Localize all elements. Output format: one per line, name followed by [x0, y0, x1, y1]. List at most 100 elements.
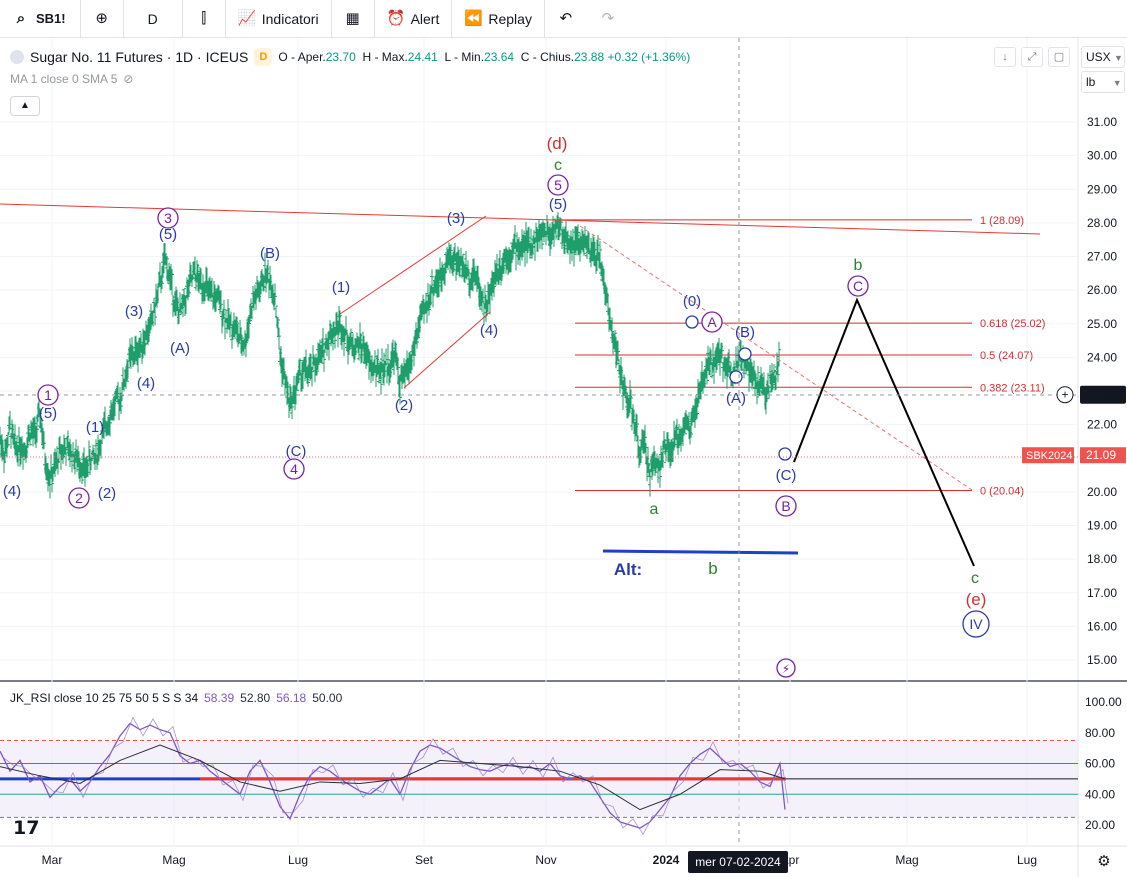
rsi-legend[interactable]: JK_RSI close 10 25 75 50 5 S S 34 58.39 … [10, 691, 342, 705]
wave-label[interactable]: C [847, 275, 869, 297]
last-price-tag[interactable] [1080, 385, 1126, 404]
contract-price-tag[interactable] [1080, 447, 1126, 464]
maximize-pane-button[interactable]: ⤢ [1021, 47, 1043, 67]
wave-label[interactable]: Alt: [614, 560, 642, 579]
rsi-axis[interactable]: 100.00 80.00 60.00 40.00 20.00 [1085, 695, 1122, 832]
wave-label[interactable]: (0) [683, 293, 701, 310]
dashed-trendline[interactable] [579, 225, 973, 491]
wave-text: 5 [554, 177, 562, 193]
event-marker[interactable] [776, 658, 796, 678]
path-node[interactable] [778, 447, 792, 461]
price-bar [126, 360, 130, 379]
wave-label[interactable]: (2) [395, 397, 413, 414]
fib-retracement[interactable]: 1 (28.09) 0.618 (25.02) 0.5 (24.07) 0.382 (… [560, 215, 1045, 498]
wave-label[interactable]: 5 [547, 174, 569, 196]
wave-label[interactable]: (3) [447, 210, 465, 227]
rsi-fast-line [2, 716, 789, 836]
wave-label[interactable]: IV [962, 610, 990, 638]
alt-support-line[interactable] [602, 549, 799, 555]
alert-label: Alert [410, 10, 440, 27]
move-down-button[interactable]: ↓ [994, 47, 1016, 67]
wave-label[interactable]: (d) [547, 134, 568, 153]
rsi-tick-label: 80.00 [1085, 726, 1115, 740]
wave-label[interactable]: (4) [3, 483, 21, 500]
wave-label[interactable]: (B) [260, 245, 280, 262]
wave-label[interactable]: 4 [283, 458, 305, 480]
channel-upper-line[interactable] [339, 215, 487, 315]
wave-label[interactable]: (C) [776, 467, 797, 484]
lightning-icon: ⚡ [782, 662, 790, 676]
wave-label[interactable]: B [775, 495, 797, 517]
wave-label[interactable]: (C) [286, 443, 307, 460]
time-tick-label: Mag [162, 853, 185, 867]
price-bar [695, 397, 699, 419]
wave-label[interactable]: (A) [726, 390, 746, 407]
unit-select[interactable]: lb ▼ [1081, 71, 1125, 93]
interval-button[interactable]: D [124, 0, 183, 38]
wave-labels[interactable]: (d)c5(5)3(5)(3)(B)(1)(3)(4)(A)(4)1(5) (2)… [3, 134, 990, 638]
price-axis[interactable]: 31.00 30.00 29.00 28.00 27.00 26.00 25.00 24.00… [1022, 115, 1126, 667]
redo-button[interactable]: ↷ [587, 0, 629, 38]
arrow-down-icon: ↓ [1002, 51, 1008, 63]
wave-label[interactable]: A [701, 311, 723, 333]
wave-label[interactable]: 3 [157, 207, 179, 229]
search-icon: ⌕ [16, 9, 26, 27]
wave-label[interactable]: (5) [159, 226, 177, 243]
wave-label[interactable]: b [854, 257, 863, 274]
plus-button[interactable] [1056, 386, 1074, 404]
price-bar [240, 334, 244, 357]
symbol-label: SB1! [36, 11, 66, 26]
ma-legend[interactable]: MA 1 close 0 SMA 5 ⊘ [10, 72, 133, 86]
wave-label[interactable]: (A) [170, 340, 190, 357]
layouts-button[interactable]: ▦ [332, 0, 375, 38]
projection-path[interactable] [793, 297, 975, 567]
rsi-pane [0, 716, 1078, 836]
price-tick-label: 16.00 [1087, 619, 1117, 633]
currency-select[interactable]: USX ▼ [1081, 46, 1125, 68]
wave-label[interactable]: (e) [966, 590, 987, 609]
eye-off-icon[interactable]: ⊘ [123, 72, 134, 86]
replay-button[interactable]: ⏪ Replay [452, 0, 545, 38]
fullscreen-button[interactable]: ▢ [1048, 47, 1070, 67]
series-title[interactable]: Sugar No. 11 Futures · 1D · ICEUS [30, 49, 249, 65]
contract-tag[interactable] [1022, 447, 1074, 464]
symbol-search[interactable]: ⌕ SB1! [0, 0, 81, 38]
wave-label[interactable]: c [554, 157, 562, 174]
wave-label[interactable]: (1) [332, 279, 350, 296]
path-node[interactable] [729, 370, 743, 384]
wave-circle [775, 495, 797, 517]
path-node[interactable] [738, 347, 752, 361]
compare-button[interactable]: ⊕ [81, 0, 124, 38]
channel-lower-line[interactable] [403, 311, 491, 389]
wave-label[interactable]: (4) [480, 322, 498, 339]
delayed-badge[interactable]: D [254, 48, 273, 66]
wave-text: (1) [332, 279, 350, 296]
wave-label[interactable]: b [708, 559, 717, 578]
price-bar [616, 340, 620, 362]
wave-label[interactable]: (1) [86, 419, 104, 436]
undo-button[interactable]: ↶ [545, 0, 587, 38]
wave-text: (1) [86, 419, 104, 436]
alert-button[interactable]: ⏰ Alert [375, 0, 453, 38]
wave-label[interactable]: 1 [37, 384, 59, 406]
wave-label[interactable]: (2) [98, 485, 116, 502]
collapse-legend-button[interactable]: ▲ [10, 96, 40, 116]
wave-label[interactable]: (3) [125, 303, 143, 320]
path-node[interactable] [685, 315, 699, 329]
gear-icon[interactable]: ⚙ [1097, 852, 1110, 870]
price-bar [530, 243, 534, 259]
wave-label[interactable]: c [971, 570, 979, 587]
tradingview-logo[interactable]: 17 [13, 817, 39, 839]
wave-label[interactable]: (5) [39, 405, 57, 422]
wave-label[interactable]: (5) [549, 196, 567, 213]
wave-circle [68, 487, 90, 509]
wave-label[interactable]: (4) [137, 375, 155, 392]
wave-label[interactable]: 2 [68, 487, 90, 509]
chart-type-button[interactable]: ⫿ [183, 0, 226, 38]
wave-label[interactable]: a [650, 501, 659, 518]
price-tick-label: 24.00 [1087, 350, 1117, 364]
indicators-button[interactable]: 📈 Indicatori [226, 0, 332, 38]
wave-label[interactable]: (B) [735, 324, 755, 341]
